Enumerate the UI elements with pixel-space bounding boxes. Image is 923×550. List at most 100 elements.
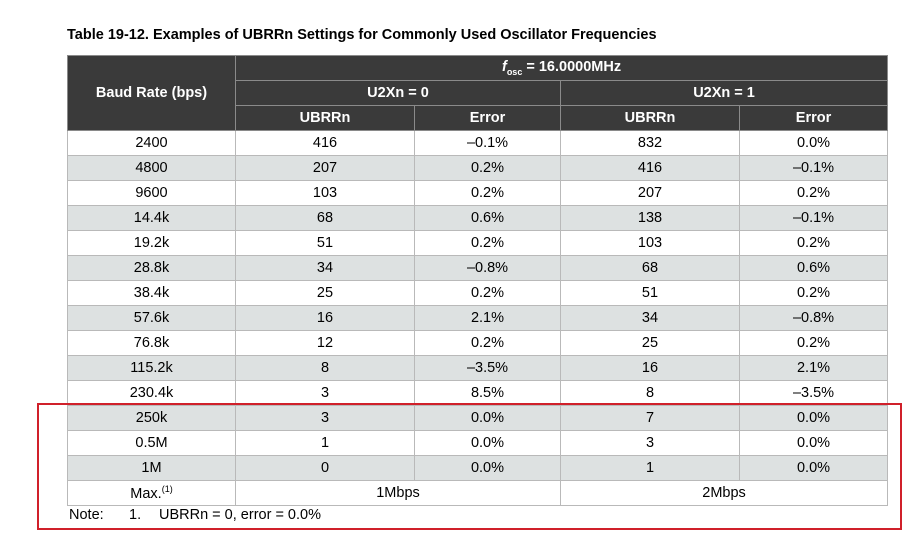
table-row: 1M 0 0.0% 1 0.0% [67,455,889,481]
error-u2x1-cell: –0.1% [738,155,889,181]
ubrr-u2x0-cell: 16 [235,305,415,331]
error-u2x0-cell: 0.0% [414,455,561,481]
u2x1-group-header: U2Xn = 1 [559,80,889,106]
error-u2x1-cell: –3.5% [738,380,889,406]
ubrr-u2x0-cell: 12 [235,330,415,356]
max-row: Max.(1) 1Mbps 2Mbps [67,480,889,506]
fosc-header: fosc = 16.0000MHz [234,55,889,81]
ubrr-u2x1-cell: 832 [560,130,740,156]
table-row: 4800 207 0.2% 416 –0.1% [67,155,889,181]
table-row: 115.2k 8 –3.5% 16 2.1% [67,355,889,381]
error-u2x0-cell: –0.1% [414,130,561,156]
baud-cell: 0.5M [67,430,236,456]
fosc-symbol: f [501,58,507,75]
table-row: 250k 3 0.0% 7 0.0% [67,405,889,431]
ubrr-u2x0-cell: 3 [235,405,415,431]
error-u2x1-cell: 0.2% [738,280,889,306]
error-u2x0-cell: 0.2% [414,230,561,256]
error-u2x1-cell: –0.1% [738,205,889,231]
ubrr-u2x1-cell: 51 [560,280,740,306]
baud-cell: 9600 [67,180,236,206]
baud-cell: 230.4k [67,380,236,406]
error-u2x0-cell: 8.5% [414,380,561,406]
error-u2x1-cell: 0.2% [738,330,889,356]
table-row: 230.4k 3 8.5% 8 –3.5% [67,380,889,406]
ubrr-u2x0-cell: 68 [235,205,415,231]
ubrr-u2x0-cell: 25 [235,280,415,306]
ubrr-u2x0-cell: 207 [235,155,415,181]
error-u2x0-cell: 0.0% [414,405,561,431]
baud-cell: 57.6k [67,305,236,331]
error-u2x0-cell: 0.2% [414,155,561,181]
baud-cell: 2400 [67,130,236,156]
baud-cell: 19.2k [67,230,236,256]
max-u2x0-cell: 1Mbps [235,480,561,506]
ubrr-settings-table: Baud Rate (bps) fosc = 16.0000MHz U2Xn =… [67,55,889,506]
ubrr-u2x1-cell: 68 [560,255,740,281]
baud-cell: 14.4k [67,205,236,231]
error-u2x1-cell: 0.0% [738,430,889,456]
error-u2x1-cell: 0.0% [738,455,889,481]
table-row: 19.2k 51 0.2% 103 0.2% [67,230,889,256]
error-u2x1-cell: 0.0% [738,405,889,431]
error-u2x0-cell: 0.6% [414,205,561,231]
error-u2x0-cell: 0.2% [414,180,561,206]
table-row: 38.4k 25 0.2% 51 0.2% [67,280,889,306]
ubrr-u2x1-cell: 25 [560,330,740,356]
table-row: 9600 103 0.2% 207 0.2% [67,180,889,206]
error-u2x0-cell: 0.2% [414,280,561,306]
ubrr-u2x0-cell: 34 [235,255,415,281]
error-u2x1-cell: 0.2% [738,180,889,206]
ubrr-u2x0-cell: 1 [235,430,415,456]
ubrr-u2x1-cell: 207 [560,180,740,206]
error-u2x1-cell: 2.1% [738,355,889,381]
baud-cell: 250k [67,405,236,431]
fosc-subscript: osc [506,66,523,77]
ubrr-u2x0-cell: 0 [235,455,415,481]
baud-cell: 38.4k [67,280,236,306]
ubrr-u2x0-cell: 103 [235,180,415,206]
note-number: 1. [129,507,142,523]
max-label: Max. [130,485,162,502]
ubrr-u2x1-header: UBRRn [560,105,740,131]
table-row: 14.4k 68 0.6% 138 –0.1% [67,205,889,231]
ubrr-u2x0-header: UBRRn [235,105,415,131]
table-row: 57.6k 16 2.1% 34 –0.8% [67,305,889,331]
ubrr-u2x1-cell: 16 [560,355,740,381]
baud-cell: 1M [67,455,236,481]
ubrr-u2x1-cell: 7 [560,405,740,431]
fosc-value: = 16.0000MHz [522,58,622,75]
error-u2x0-header: Error [414,105,561,131]
u2x0-group-header: U2Xn = 0 [235,80,561,106]
note-text: UBRRn = 0, error = 0.0% [159,507,321,523]
table-caption: Table 19-12. Examples of UBRRn Settings … [67,27,657,43]
error-u2x1-header: Error [738,105,889,131]
baud-cell: 28.8k [67,255,236,281]
baud-cell: 115.2k [67,355,236,381]
baud-cell: 4800 [67,155,236,181]
error-u2x1-cell: 0.0% [738,130,889,156]
ubrr-u2x0-cell: 416 [235,130,415,156]
max-footnote-ref: (1) [161,483,173,494]
table-note: Note: 1. UBRRn = 0, error = 0.0% [69,507,321,523]
table-row: 76.8k 12 0.2% 25 0.2% [67,330,889,356]
ubrr-u2x1-cell: 138 [560,205,740,231]
error-u2x1-cell: 0.6% [738,255,889,281]
error-u2x1-cell: 0.2% [738,230,889,256]
ubrr-u2x0-cell: 8 [235,355,415,381]
baud-cell: 76.8k [67,330,236,356]
table-row: 0.5M 1 0.0% 3 0.0% [67,430,889,456]
error-u2x0-cell: 2.1% [414,305,561,331]
max-u2x1-cell: 2Mbps [559,480,889,506]
ubrr-u2x1-cell: 3 [560,430,740,456]
error-u2x0-cell: –0.8% [414,255,561,281]
ubrr-u2x1-cell: 34 [560,305,740,331]
max-label-cell: Max.(1) [67,480,236,506]
ubrr-u2x0-cell: 3 [235,380,415,406]
table-row: 2400 416 –0.1% 832 0.0% [67,130,889,156]
ubrr-u2x0-cell: 51 [235,230,415,256]
baud-rate-header: Baud Rate (bps) [67,55,236,131]
note-label: Note: [69,507,104,523]
error-u2x0-cell: 0.2% [414,330,561,356]
ubrr-u2x1-cell: 8 [560,380,740,406]
